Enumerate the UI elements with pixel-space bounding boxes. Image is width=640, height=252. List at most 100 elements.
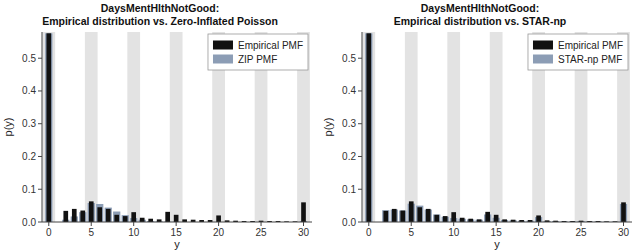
y-tick [38, 222, 42, 223]
y-tick-label: 0.5 [342, 53, 356, 64]
y-tick [38, 58, 42, 59]
grid-band [447, 32, 460, 222]
y-tick-label: 0.3 [22, 118, 36, 129]
bar [165, 212, 170, 222]
grid-band [85, 32, 98, 222]
legend-label: ZIP PMF [238, 54, 277, 65]
y-tick [38, 90, 42, 91]
y-tick [358, 123, 362, 124]
x-tick [496, 222, 497, 226]
legend: Empirical PMF STAR-np PMF [528, 34, 628, 70]
y-tick-label: 0.5 [22, 53, 36, 64]
x-tick-label: 0 [46, 227, 52, 238]
panel: 0510152025300.00.10.20.30.40.5yp(y)DaysM… [2, 2, 312, 250]
x-tick-label: 10 [448, 227, 460, 238]
bar [442, 217, 449, 222]
y-axis-line [42, 32, 43, 222]
x-axis-line [362, 222, 632, 223]
y-axis-line [362, 32, 363, 222]
x-tick-label: 0 [366, 227, 372, 238]
chart-title: DaysMentHlthNotGood:Empirical distributi… [42, 2, 278, 27]
bar [494, 215, 499, 222]
bar [114, 215, 119, 222]
bar [106, 209, 111, 222]
y-tick-label: 0.2 [342, 151, 356, 162]
legend-label: Empirical PMF [558, 40, 623, 51]
legend-frame [528, 34, 628, 70]
bar [216, 215, 221, 222]
x-tick [453, 222, 454, 226]
x-tick [581, 222, 582, 226]
y-tick-label: 0.0 [342, 217, 356, 228]
bar [451, 212, 456, 222]
bar [140, 218, 145, 222]
y-axis-label: p(y) [322, 118, 334, 137]
bar [417, 207, 422, 222]
x-tick-label: 30 [298, 227, 310, 238]
y-tick-label: 0.2 [22, 151, 36, 162]
bar [400, 211, 405, 222]
bar [434, 215, 439, 222]
y-tick [358, 90, 362, 91]
y-tick [358, 222, 362, 223]
bar [46, 33, 51, 222]
title-line: Empirical distribution vs. STAR-np [394, 15, 567, 27]
y-tick [358, 156, 362, 157]
x-tick-label: 15 [491, 227, 503, 238]
x-tick-label: 5 [88, 227, 94, 238]
bar [409, 201, 414, 222]
bar [383, 211, 388, 222]
x-tick-label: 20 [213, 227, 225, 238]
bar [45, 33, 52, 222]
legend-label: STAR-np PMF [558, 54, 622, 65]
y-tick-label: 0.0 [22, 217, 36, 228]
x-tick [303, 222, 304, 226]
x-tick-label: 25 [255, 227, 267, 238]
bar [89, 201, 94, 222]
bar [382, 210, 389, 222]
bar [391, 210, 398, 222]
chart-title: DaysMentHlthNotGood:Empirical distributi… [394, 2, 567, 27]
bar [399, 211, 406, 222]
legend-swatch [533, 41, 553, 50]
x-tick [48, 222, 49, 226]
bar [122, 215, 129, 222]
x-tick-label: 20 [533, 227, 545, 238]
x-tick-label: 10 [128, 227, 140, 238]
bar [392, 209, 397, 222]
bar [366, 33, 371, 222]
x-axis-label: y [494, 238, 500, 250]
bar [123, 216, 128, 222]
y-tick-label: 0.4 [342, 85, 356, 96]
chart-figure: 0510152025300.00.10.20.30.40.5yp(y)DaysM… [0, 0, 640, 252]
x-tick [623, 222, 624, 226]
grid-band [490, 32, 503, 222]
bar [105, 208, 112, 222]
bar [425, 210, 432, 222]
x-axis-line [42, 222, 312, 223]
grid-band [362, 32, 375, 222]
x-tick-label: 25 [575, 227, 587, 238]
title-line: Empirical distribution vs. Zero-Inflated… [42, 15, 278, 27]
bar [131, 212, 136, 222]
bar [536, 215, 541, 222]
bar [301, 202, 306, 222]
legend-swatch [533, 55, 553, 64]
bar [72, 209, 77, 222]
x-tick-label: 30 [618, 227, 630, 238]
x-tick-label: 5 [408, 227, 414, 238]
x-tick [91, 222, 92, 226]
x-tick [411, 222, 412, 226]
plot-area [42, 32, 309, 222]
x-tick [261, 222, 262, 226]
grid-band [127, 32, 140, 222]
bar [365, 33, 372, 222]
y-tick [358, 189, 362, 190]
y-tick [38, 156, 42, 157]
legend-label: Empirical PMF [238, 40, 303, 51]
x-tick [133, 222, 134, 226]
legend-swatch [213, 55, 233, 64]
x-tick [218, 222, 219, 226]
plot-area [362, 32, 629, 222]
legend-frame [208, 34, 308, 70]
